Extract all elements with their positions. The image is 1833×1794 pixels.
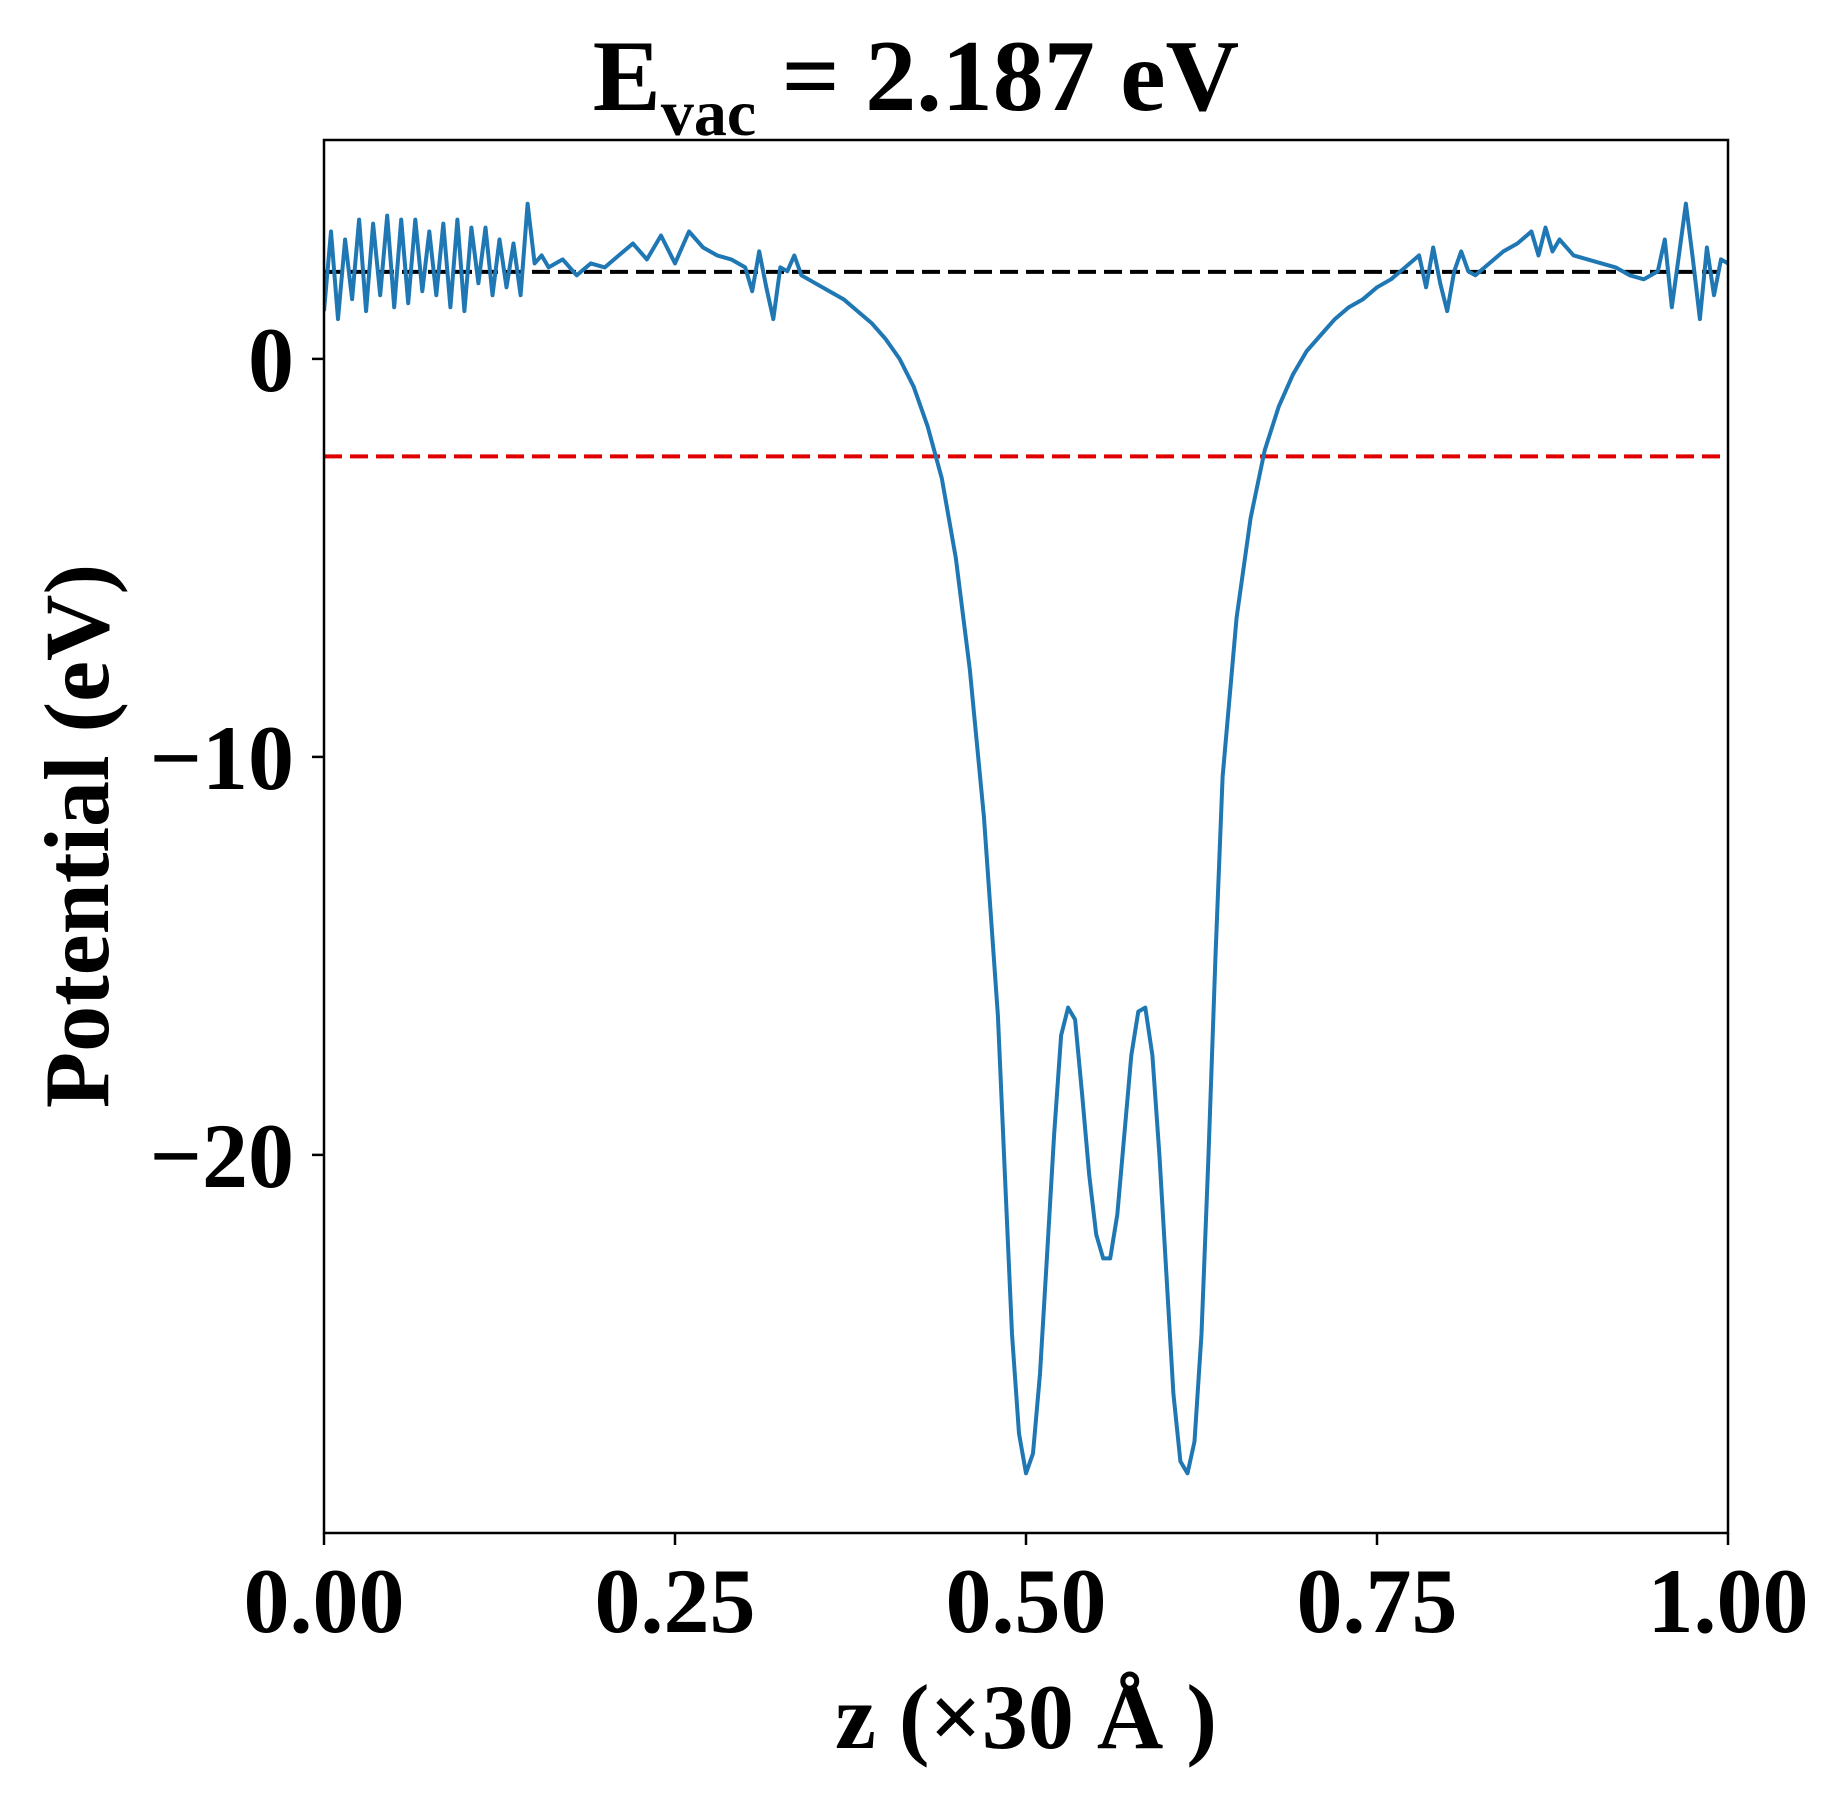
x-tick-label-0: 0.00	[244, 1550, 405, 1652]
chart-title-subscript: vac	[661, 77, 756, 150]
chart-title-main: E	[593, 20, 661, 133]
y-tick-label-1: −10	[150, 707, 294, 809]
x-tick-label-3: 0.75	[1297, 1550, 1458, 1652]
x-tick-label-1: 0.25	[595, 1550, 756, 1652]
x-axis-ticks: 0.00 0.25 0.50 0.75 1.00	[244, 1533, 1809, 1652]
plot-area-frame	[322, 138, 1730, 1535]
series-layer	[324, 201, 1728, 1476]
reference-lines	[324, 269, 1728, 459]
y-axis-label: Potential (eV)	[26, 564, 128, 1108]
chart-title: Evac = 2.187 eV	[593, 20, 1239, 150]
chart-title-rest: = 2.187 eV	[756, 20, 1239, 133]
x-tick-label-2: 0.50	[946, 1550, 1107, 1652]
series-line-0	[324, 201, 1728, 1476]
x-tick-label-4: 1.00	[1648, 1550, 1809, 1652]
y-axis-ticks: 0 −10 −20	[150, 309, 324, 1207]
y-tick-label-0: 0	[248, 309, 294, 411]
x-axis-label: z (×30 Å )	[835, 1666, 1217, 1768]
y-tick-label-2: −20	[150, 1105, 294, 1207]
